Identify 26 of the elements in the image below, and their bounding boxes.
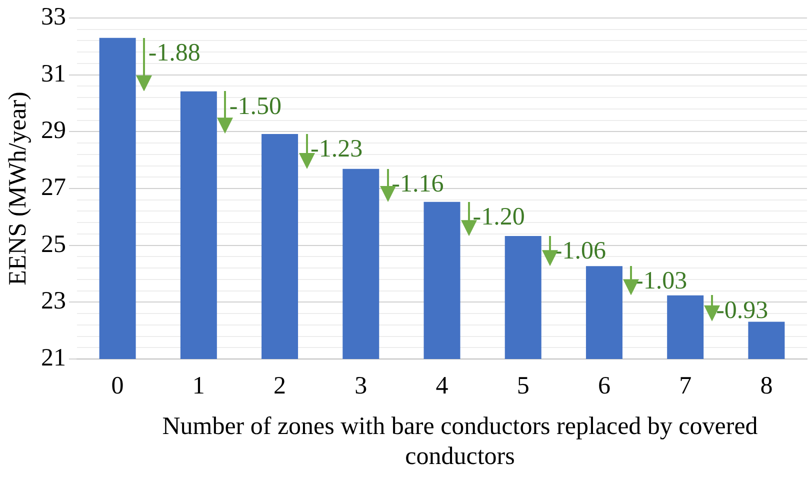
y-axis-title: EENS (MWh/year): [4, 92, 32, 286]
x-tick-label: 0: [111, 372, 124, 400]
y-tick-label: 29: [41, 117, 66, 144]
annotation: -1.16: [392, 170, 444, 198]
x-tick-label: 8: [760, 372, 773, 400]
annotation: -1.50: [229, 92, 282, 120]
x-tick-label: 3: [354, 372, 368, 400]
x-tick-label: 6: [598, 372, 610, 400]
x-tick-label: 2: [274, 372, 286, 400]
y-tick-label: 21: [41, 344, 66, 372]
y-tick-label: 25: [41, 230, 66, 258]
y-tick-label: 23: [41, 288, 66, 315]
x-axis-title: Number of zones with bare conductors replaced by covered conductors: [161, 412, 759, 472]
annotation: -1.23: [310, 136, 363, 163]
x-tick-label: 4: [436, 372, 449, 400]
annotation: -1.20: [472, 203, 525, 230]
annotation: -0.93: [716, 296, 768, 324]
x-tick-label: 1: [192, 372, 205, 400]
y-tick-label: 27: [41, 174, 66, 202]
annotation: -1.06: [554, 238, 606, 265]
x-tick-label: 5: [516, 372, 530, 400]
y-tick-label: 33: [41, 4, 66, 31]
y-tick-label: 31: [41, 60, 66, 88]
annotation: -1.88: [148, 39, 200, 66]
x-tick-label: 7: [679, 372, 692, 400]
annotation: -1.03: [634, 268, 688, 295]
